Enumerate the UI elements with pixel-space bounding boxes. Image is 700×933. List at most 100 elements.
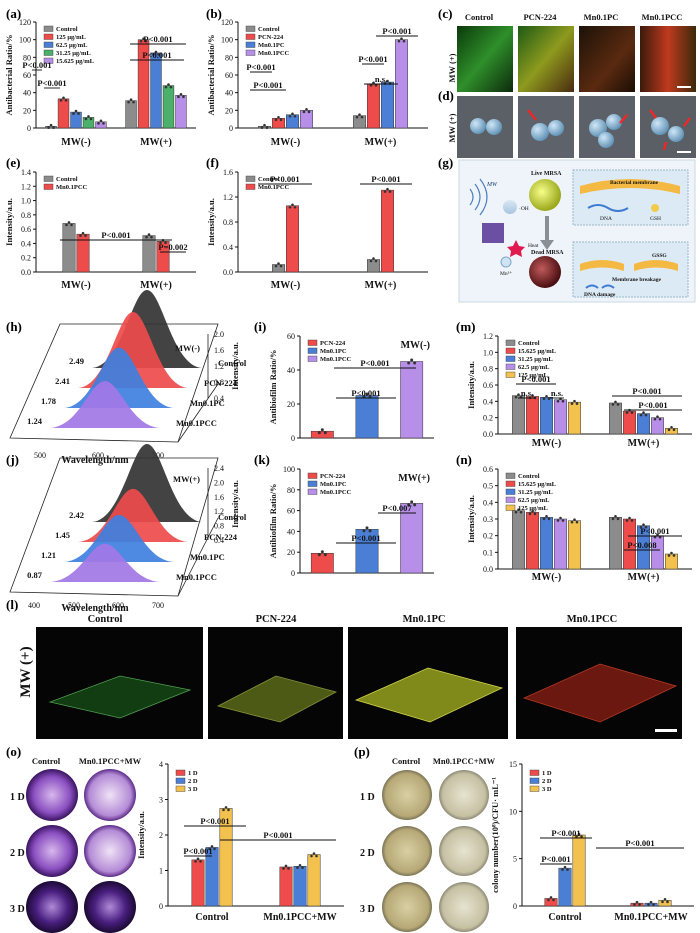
data-point [570,520,574,524]
data-point [372,81,375,85]
data-point [644,413,648,417]
data-point [575,520,579,524]
y-tick-label: 0.5 [483,482,493,491]
oh-label: ·OH [519,206,529,212]
z-tick-label: 2.0 [214,478,224,487]
x-category-label: MW(+) [140,137,172,148]
data-point [129,98,133,101]
y-tick-label: 1.2 [483,332,493,341]
significance-label: P<0.001 [246,62,275,72]
y-axis-label: Intensity/a.u. [466,361,476,409]
panel-l-header-pcn224: PCN-224 [256,614,298,625]
data-point [102,122,105,125]
panel-p-row-1d: 1 D [360,792,375,803]
data-point [545,515,548,518]
gsh-label: GSH [650,216,661,222]
y-tick-label: 0.0 [483,565,493,574]
data-point [296,866,299,870]
legend-label: Mn0.1PCC [320,489,352,496]
significance-label: P<0.001 [638,400,667,410]
series-label: Control [218,512,247,522]
y-tick-label: 0.6 [21,225,31,234]
data-point [265,126,269,130]
data-point [79,234,82,237]
data-point [528,512,532,516]
plate-mnpcc-3d [84,881,136,933]
data-point [132,100,135,104]
microwave-icon [469,178,488,216]
data-point [577,832,581,836]
scale-bar [677,86,691,88]
data-point [302,110,306,114]
y-tick-label: 0 [291,569,295,578]
y-tick-label: 0.4 [483,397,493,406]
data-point [167,83,170,86]
y-tick-label: 40 [225,89,233,98]
legend-swatch [43,183,54,190]
legend-swatch [43,49,54,56]
data-point [164,85,168,89]
data-point [317,431,321,435]
data-point [305,108,308,111]
data-point [616,517,620,521]
data-point [365,392,369,396]
x-category-label: MW(+) [628,572,660,583]
y-tick-label: 40 [287,366,295,375]
significance-label: P<0.001 [541,854,570,864]
data-point [614,515,617,518]
heat-star-icon [507,240,525,257]
bar [367,259,380,273]
data-point [312,852,316,855]
data-point [279,118,283,122]
peak-value-label: 2.49 [69,356,84,366]
significance-label: P<0.001 [371,174,400,184]
chart-h-fluorescence-3d: 2.49 Control 2.41 PCN-224 1.78 Mn0.1PC 1.24 Mn0… [9,290,247,466]
agar-mnpcc-1d [439,770,489,820]
data-point [210,845,214,848]
panel-letter-k: (k) [254,452,270,467]
z-tick-label: 2.4 [214,464,224,473]
data-point [291,112,294,116]
y-tick-label: 60 [287,332,295,341]
legend-swatch [505,496,516,503]
data-point [531,510,534,513]
spectrum-area [50,543,160,582]
condition-label: MW(+) [398,473,430,484]
data-point [658,417,662,421]
data-point [611,517,615,521]
data-point [97,122,100,125]
plate-mnpcc-1d [84,769,136,821]
panel-c-header-mnpc: Mn0.1PC [584,12,619,22]
data-point [542,397,546,401]
significance-label: P<0.001 [143,34,172,44]
sem-mnpc [579,96,635,158]
panel-l-header-mnpcc: Mn0.1PCC [567,614,617,625]
data-point [65,223,68,227]
data-point [369,259,373,263]
data-point [355,115,359,119]
live-label: Live MRSA [531,171,562,177]
significance-label: P<0.001 [351,388,380,398]
data-point [194,860,197,863]
panel-letter-g: (g) [438,155,453,170]
y-tick-label: 15 [509,760,517,769]
significance-label: P<0.001 [358,54,387,64]
data-point [224,806,228,809]
x-category-label: MW(-) [61,137,90,148]
panel-c-header-mnpcc: Mn0.1PCC [642,12,683,22]
y-tick-label: 1.2 [223,193,233,202]
legend-swatch [505,347,516,354]
data-point [263,123,266,127]
z-tick-label: 1.2 [214,507,224,516]
data-point [213,847,216,851]
data-point [287,867,290,870]
x-axis-label: Wavelength/nm [61,455,129,466]
data-point [670,425,673,429]
bar [609,517,622,570]
legend-label: Control [258,26,280,33]
legend-swatch [505,472,516,479]
legend-swatch [43,41,54,48]
panel-p-plates: Control Mn0.1PCC+MW 1 D 2 D 3 D [360,756,496,932]
chart-e-intensity: 0.0 0.2 0.4 0.6 0.8 1.0 1.2 1.4 Intensity/a.u. MW… [4,168,196,291]
data-point [159,241,162,245]
